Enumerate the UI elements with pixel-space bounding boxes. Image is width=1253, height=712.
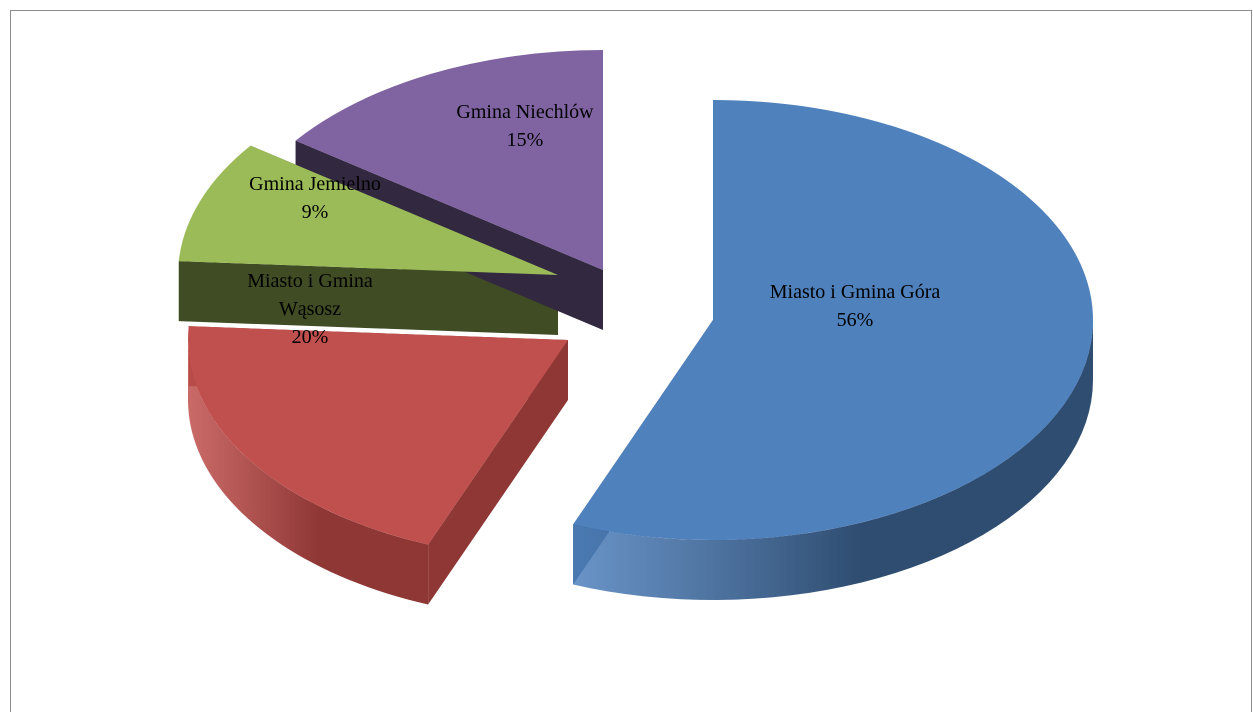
data-label-line: Wąsosz [279,298,341,320]
data-label-miasto-i-gmina-wasosz: Miasto i Gmina Wąsosz 20% [247,270,373,348]
slice-miasto-i-gmina-gora [573,100,1093,540]
slice-tops [178,50,1093,545]
slice-gmina-jemielno [178,145,558,275]
data-label-gmina-niechlow: Gmina Niechlów 15% [456,101,594,151]
data-label-line: 20% [292,326,329,348]
slice-miasto-i-gmina-wasosz [188,326,568,545]
data-label-line: 9% [302,201,329,223]
slice-outer-wall-miasto-i-gmina-gora-0 [573,320,1093,600]
data-label-line: Gmina Jemielno [249,173,381,195]
slice-gmina-niechlow [295,50,603,270]
data-label-line: Gmina Niechlów [456,101,594,123]
data-label-line: Miasto i Gmina [247,270,373,292]
slice-cut-wall-miasto-i-gmina-wasosz-0 [428,340,568,605]
data-label-miasto-i-gmina-gora: Miasto i Gmina Góra 56% [770,281,941,331]
slice-labels: Miasto i Gmina Góra 56% Miasto i Gmina Wąso… [247,101,940,348]
data-label-line: 15% [507,129,544,151]
slice-outer-wall-miasto-i-gmina-wasosz-0 [188,340,429,605]
data-label-line: 56% [837,309,874,331]
data-label-line: Miasto i Gmina Góra [770,281,941,303]
data-label-gmina-jemielno: Gmina Jemielno 9% [249,173,381,223]
